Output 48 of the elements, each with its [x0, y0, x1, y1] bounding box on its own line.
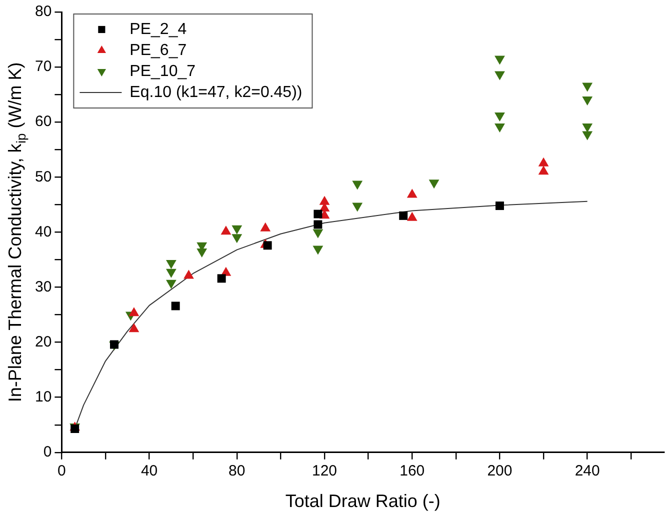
point: [314, 210, 322, 218]
y-tick-label: 60: [34, 113, 52, 130]
y-tick-label: 70: [34, 58, 52, 76]
point: [352, 180, 363, 190]
point: [232, 234, 242, 244]
point: [263, 241, 272, 250]
x-tick-label: 120: [312, 462, 338, 480]
x-tick-label: 160: [400, 462, 425, 480]
y-tick-label: 10: [34, 388, 52, 406]
point: [312, 229, 324, 238]
point: [494, 71, 505, 80]
point: [352, 202, 363, 212]
point: [494, 124, 505, 133]
point: [428, 180, 440, 189]
y-axis-title: In-Plane Thermal Conductivity, kip (W/m K): [4, 62, 29, 402]
legend-label: PE_10_7: [130, 62, 196, 80]
y-tick-label: 50: [34, 168, 52, 186]
y-tick-label: 40: [34, 223, 52, 240]
y-tick-label: 80: [34, 3, 52, 20]
x-tick-label: 80: [228, 462, 246, 480]
y-tick-label: 30: [34, 278, 52, 296]
point: [312, 246, 324, 255]
point: [171, 302, 180, 310]
point: [494, 56, 505, 65]
point: [582, 131, 593, 140]
point: [166, 260, 176, 270]
x-tick-label: 240: [574, 462, 600, 480]
point: [399, 211, 408, 220]
x-tick-label: 40: [140, 462, 158, 480]
point: [314, 220, 322, 229]
x-tick-label: 200: [487, 462, 512, 480]
point: [232, 225, 242, 234]
point: [582, 124, 593, 133]
legend-label: PE_6_7: [130, 42, 187, 59]
x-axis-title: Total Draw Ratio (-): [285, 491, 440, 512]
point: [495, 202, 504, 210]
y-tick-label: 20: [34, 333, 52, 350]
point: [217, 274, 226, 283]
point: [582, 96, 593, 106]
point: [494, 112, 505, 122]
point: [196, 248, 208, 258]
point: [166, 268, 176, 278]
y-tick-label: 0: [43, 444, 52, 461]
point: [582, 82, 593, 92]
legend-label: PE_2_4: [130, 20, 187, 38]
point: [166, 280, 176, 289]
legend-label: Eq.10 (k1=47, k2=0.45)): [130, 84, 302, 101]
x-tick-label: 0: [58, 462, 66, 480]
